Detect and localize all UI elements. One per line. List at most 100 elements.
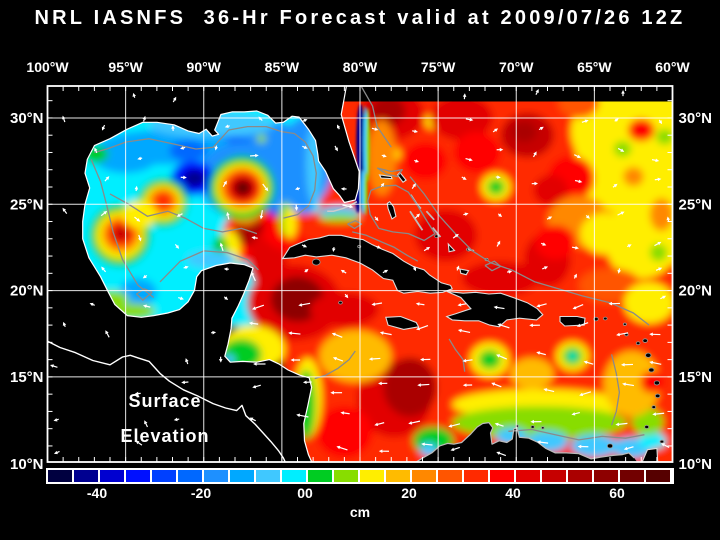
current-vector-arrow [379, 331, 392, 336]
colorbar-tick-label: 00 [297, 485, 313, 501]
field-blob [461, 261, 540, 296]
current-vector-arrow [616, 332, 629, 337]
colorbar-cell [490, 470, 514, 482]
field-blob [310, 292, 379, 327]
current-vector-arrow [62, 115, 66, 123]
current-vector-arrow [581, 119, 589, 123]
current-vector-arrow [180, 146, 186, 150]
field-blob [649, 198, 673, 232]
field-blob [319, 213, 360, 223]
current-vector-arrow [223, 296, 229, 300]
coastline-south-america [416, 422, 635, 462]
current-vector-arrow [423, 246, 431, 252]
current-vector-arrow [301, 244, 308, 248]
current-vector-arrow [577, 444, 589, 449]
current-vector-arrow [222, 180, 227, 187]
colorbar-cell [256, 470, 280, 482]
current-vector-arrow [53, 450, 60, 455]
land-atlantic-top-band [343, 86, 673, 102]
colorbar-cell [178, 470, 202, 482]
field-blob [580, 212, 631, 255]
current-vector-arrow [421, 442, 433, 447]
current-vector-arrow [94, 147, 98, 154]
islet [659, 439, 665, 444]
current-vector-arrow [463, 212, 469, 216]
current-vector-arrow [172, 96, 177, 103]
current-vector-arrow [332, 247, 336, 253]
current-vector-arrow [105, 330, 110, 338]
island-abaco [396, 171, 407, 183]
current-vector-arrow [223, 267, 229, 271]
current-vector-arrow [380, 182, 385, 188]
colorbar-cell [204, 470, 228, 482]
current-vector-arrow [579, 391, 592, 397]
island-hispaniola [445, 290, 544, 328]
current-vector-arrow [214, 145, 218, 151]
field-blob [403, 142, 448, 181]
current-vector-arrow [142, 304, 151, 309]
colorbar-tick-label: 20 [401, 485, 417, 501]
current-vector-arrow [576, 322, 589, 328]
colorbar-cell [516, 470, 540, 482]
lat-tick-label-left: 20°N [10, 283, 44, 300]
island-acklins [447, 242, 456, 253]
field-blob [169, 140, 207, 162]
current-vector-arrow [457, 302, 467, 307]
overlay-label-line2: Elevation [120, 426, 209, 446]
graticule [47, 86, 673, 462]
islet [653, 380, 660, 386]
field-blob [487, 179, 505, 195]
current-vector-arrow [249, 417, 256, 422]
current-vector-arrow [660, 443, 670, 449]
current-vector-arrow [414, 213, 421, 219]
current-vector-arrow [259, 210, 264, 220]
current-vector-arrow [412, 129, 418, 134]
current-vector-arrow [546, 216, 553, 220]
current-vector-arrow [382, 269, 389, 274]
colorbar: -40 -20 00 20 40 60 cm [46, 468, 674, 520]
colorbar-cell [334, 470, 358, 482]
current-vector-arrow [412, 266, 417, 272]
current-vector-arrow [496, 147, 504, 152]
current-vector-arrow [494, 422, 504, 427]
colorbar-unit: cm [350, 504, 370, 520]
colorbar-cell [152, 470, 176, 482]
current-vector-arrow [493, 305, 505, 310]
current-vector-arrow [253, 362, 266, 366]
islet [648, 367, 655, 373]
colorbar-cell [74, 470, 98, 482]
field-blob [638, 432, 667, 450]
current-vector-arrow [621, 90, 625, 97]
islet [541, 426, 545, 430]
current-vector-arrow [497, 323, 510, 329]
islet [530, 425, 535, 429]
current-vector-arrow [491, 382, 502, 388]
current-vector-arrow [614, 118, 619, 122]
colorbar-tick-label: 60 [609, 485, 625, 501]
coastline-pacific [47, 340, 286, 462]
current-vector-arrow [288, 331, 301, 335]
lat-tick-label-right: 15°N [679, 369, 713, 386]
current-vector-arrow [496, 354, 508, 360]
field-blob [624, 281, 673, 324]
field-blob [511, 121, 537, 143]
current-vector-arrow [371, 127, 379, 131]
current-vector-arrow [89, 302, 95, 307]
current-vector-arrow [651, 158, 660, 163]
current-vector-arrow [536, 440, 549, 444]
colorbar-tick-label: -40 [87, 485, 107, 501]
current-vector-arrow [298, 302, 311, 307]
current-vector-arrow [134, 391, 141, 396]
bathy-contour [376, 167, 403, 178]
field-blob [113, 225, 129, 242]
field-blob [364, 172, 368, 216]
bathy-contour [367, 184, 436, 242]
current-vector-arrow [262, 183, 269, 192]
current-vector-arrow [302, 118, 308, 123]
current-vector-arrow [536, 351, 546, 356]
island-andros [386, 200, 397, 220]
bathy-contour [361, 86, 392, 148]
islet [338, 300, 343, 305]
lon-tick-label: 75°W [421, 59, 456, 75]
